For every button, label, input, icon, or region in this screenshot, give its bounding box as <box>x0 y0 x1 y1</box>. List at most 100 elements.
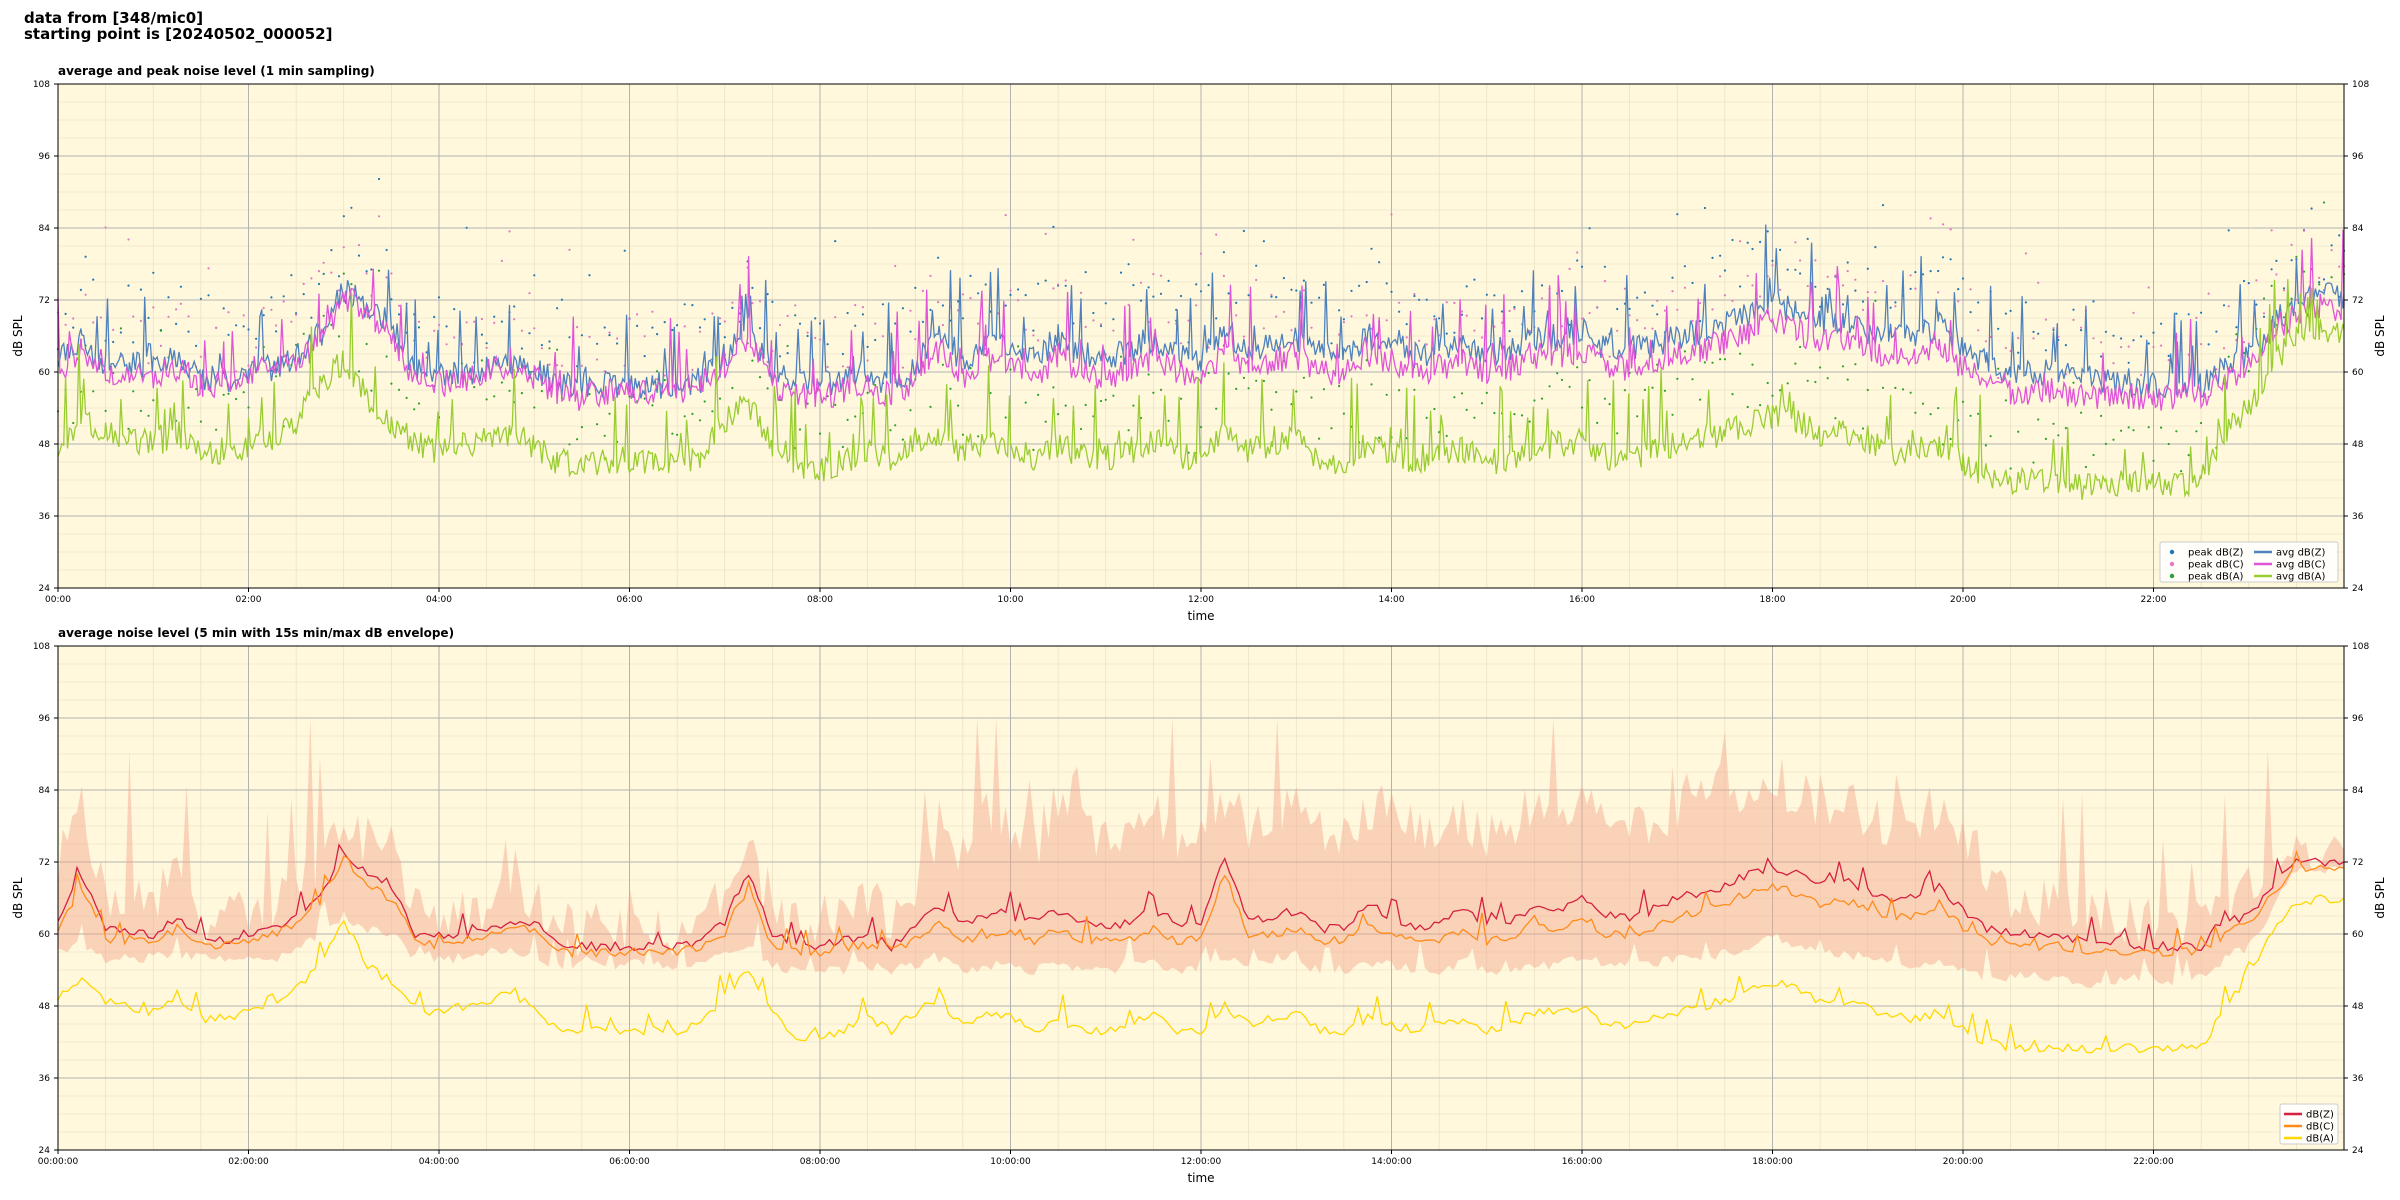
peak-point <box>317 282 321 286</box>
peak-point <box>2147 426 2150 429</box>
peak-point <box>1937 269 1940 273</box>
peak-point <box>1445 332 1448 335</box>
peak-point <box>227 333 230 336</box>
peak-point <box>350 283 353 286</box>
peak-point <box>1342 321 1345 324</box>
peak-point <box>580 364 584 367</box>
peak-point <box>711 312 714 315</box>
peak-point <box>1540 297 1544 300</box>
peak-point <box>247 328 250 331</box>
peak-point <box>691 368 694 371</box>
peak-point <box>914 286 917 289</box>
peak-point <box>357 370 361 373</box>
peak-point <box>969 367 972 370</box>
peak-point <box>1841 284 1845 287</box>
peak-point <box>1485 293 1488 296</box>
x-tick-label: 06:00 <box>617 595 643 605</box>
peak-point <box>929 274 932 277</box>
peak-point <box>718 322 722 325</box>
peak-point <box>1179 397 1183 400</box>
peak-point <box>2262 297 2266 300</box>
peak-point <box>139 288 142 291</box>
peak-point <box>445 343 448 346</box>
peak-point <box>628 318 631 321</box>
peak-point <box>663 374 666 377</box>
peak-point <box>2104 442 2107 445</box>
peak-point <box>636 313 639 316</box>
peak-point <box>663 378 666 382</box>
peak-point <box>588 335 591 338</box>
peak-point <box>1977 412 1980 415</box>
peak-point <box>949 387 952 390</box>
peak-point <box>533 327 536 330</box>
peak-point <box>1282 277 1285 280</box>
peak-point <box>1636 319 1639 322</box>
y-tick-label: 36 <box>39 1074 51 1084</box>
peak-point <box>2222 347 2226 350</box>
peak-point <box>1152 273 1155 276</box>
y-tick-label: 60 <box>39 368 51 378</box>
peak-point <box>365 272 368 275</box>
peak-point <box>957 300 960 303</box>
peak-point <box>473 386 476 389</box>
peak-point <box>758 376 762 379</box>
peak-point <box>616 337 619 340</box>
peak-point <box>1338 385 1341 388</box>
peak-point <box>2215 368 2218 371</box>
peak-point <box>2017 430 2020 433</box>
peak-point <box>1425 416 1428 419</box>
peak-point <box>778 398 782 402</box>
y-tick-label-right: 60 <box>2352 368 2364 378</box>
peak-point <box>1159 388 1163 391</box>
peak-point <box>72 326 75 329</box>
peak-point <box>1528 329 1531 332</box>
peak-point <box>1295 390 1298 393</box>
peak-point <box>1438 317 1441 320</box>
peak-point <box>2338 265 2341 268</box>
peak-point <box>758 327 762 330</box>
peak-point <box>560 364 564 367</box>
peak-point <box>1889 306 1892 309</box>
peak-point <box>1596 421 1599 424</box>
peak-point <box>330 323 333 326</box>
peak-point <box>533 274 536 277</box>
y-tick-label-right: 96 <box>2352 152 2364 162</box>
peak-point <box>921 320 925 323</box>
peak-point <box>651 310 654 313</box>
peak-point <box>64 323 67 326</box>
peak-point <box>1576 259 1579 262</box>
peak-point <box>651 404 654 407</box>
peak-point <box>1608 355 1611 358</box>
peak-point <box>1636 415 1639 418</box>
peak-point <box>1819 366 1822 369</box>
peak-point <box>1603 265 1606 268</box>
peak-point <box>2262 315 2266 318</box>
x-tick-label: 20:00:00 <box>1943 1157 1984 1167</box>
peak-point <box>1603 280 1606 283</box>
x-tick-label: 22:00:00 <box>2133 1157 2174 1167</box>
peak-point <box>2270 229 2273 232</box>
peak-point <box>2200 343 2203 346</box>
peak-point <box>1711 256 1714 259</box>
peak-point <box>1092 319 1095 322</box>
peak-point <box>1866 267 1869 270</box>
peak-point <box>132 390 135 393</box>
peak-point <box>1861 300 1865 303</box>
peak-point <box>1520 290 1524 293</box>
peak-point <box>104 226 107 229</box>
peak-point <box>2132 311 2135 314</box>
peak-point <box>2227 229 2230 232</box>
peak-point <box>937 256 940 259</box>
peak-point <box>127 284 130 287</box>
peak-point <box>1881 204 1885 207</box>
peak-point <box>2175 430 2178 433</box>
peak-point <box>520 347 524 350</box>
peak-point <box>1493 411 1496 415</box>
peak-point <box>147 316 150 319</box>
legend-label: dB(Z) <box>2306 1110 2334 1121</box>
legend-label: avg dB(C) <box>2276 560 2326 571</box>
peak-point <box>175 308 178 311</box>
peak-point <box>914 338 917 341</box>
peak-point <box>711 410 714 413</box>
peak-point <box>1004 416 1007 419</box>
